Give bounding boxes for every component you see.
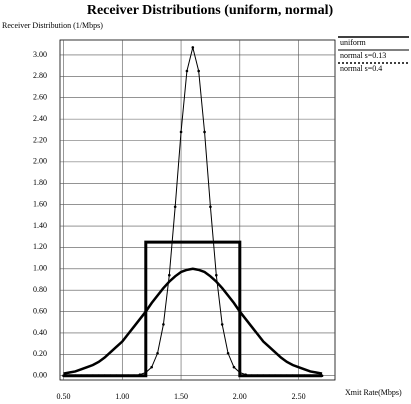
line-marker <box>132 374 136 378</box>
line-marker <box>244 373 247 376</box>
line-marker <box>250 374 253 378</box>
x-tick-label: 0.50 <box>57 392 71 401</box>
line-marker <box>309 374 312 378</box>
line-marker <box>215 273 218 277</box>
x-axis-label: Xmit Rate(Mbps) <box>345 388 402 397</box>
line-marker <box>97 374 101 378</box>
line-marker <box>79 374 83 378</box>
x-tick-label: 2.00 <box>233 392 247 401</box>
y-tick-label: 0.80 <box>33 285 47 294</box>
line-marker <box>156 351 159 355</box>
line-marker <box>220 323 224 326</box>
y-tick-label: 1.40 <box>33 221 47 230</box>
line-marker <box>185 69 189 73</box>
line-marker <box>179 130 183 134</box>
y-tick-label: 2.80 <box>33 71 47 80</box>
line-marker <box>167 273 171 277</box>
line-marker <box>162 323 165 326</box>
x-tick-label: 2.50 <box>292 392 306 401</box>
y-tick-label: 1.00 <box>33 264 47 273</box>
y-tick-label: 2.40 <box>33 114 47 123</box>
line-marker <box>285 374 289 378</box>
line-marker <box>150 365 153 369</box>
line-marker <box>209 205 212 209</box>
line-marker <box>297 374 300 378</box>
line-marker <box>85 374 89 378</box>
line-marker <box>73 374 77 378</box>
chart-title: Receiver Distributions (uniform, normal) <box>87 3 334 18</box>
line-series <box>63 267 323 375</box>
y-tick-label: 2.20 <box>33 135 47 144</box>
line-marker <box>62 374 65 378</box>
line-marker <box>103 374 106 378</box>
y-tick-label: 2.00 <box>33 157 47 166</box>
line-marker <box>291 374 294 378</box>
y-tick-label: 1.80 <box>33 178 47 187</box>
x-tick-label: 1.00 <box>115 392 129 401</box>
line-marker <box>197 69 200 73</box>
line-marker <box>126 374 130 378</box>
legend-label: normal s=0.4 <box>340 64 382 73</box>
line-marker <box>303 374 306 378</box>
line-marker <box>267 374 271 378</box>
y-tick-label: 0.60 <box>33 306 47 315</box>
line-marker <box>203 130 206 134</box>
line-marker <box>279 374 283 378</box>
line-marker <box>138 373 142 376</box>
plot-border <box>59 39 336 381</box>
line-marker <box>273 374 277 378</box>
line-marker <box>320 374 324 378</box>
y-tick-label: 2.60 <box>33 93 47 102</box>
line-marker <box>144 371 148 374</box>
line-marker <box>232 365 236 369</box>
y-tick-label: 0.20 <box>33 349 47 358</box>
line-marker <box>191 46 195 49</box>
legend-label: normal s=0.13 <box>340 51 386 60</box>
line-marker <box>238 371 242 374</box>
line-marker <box>120 374 124 378</box>
y-tick-label: 0.00 <box>33 371 47 380</box>
y-tick-label: 1.20 <box>33 242 47 251</box>
line-marker <box>91 374 95 378</box>
y-axis-label: Receiver Distribution (1/Mbps) <box>2 21 103 30</box>
line-marker <box>115 374 118 378</box>
line-series <box>63 47 323 377</box>
line-marker <box>109 374 112 378</box>
line-series <box>63 240 323 378</box>
line-marker <box>314 374 318 378</box>
legend-label: uniform <box>340 38 367 47</box>
line-marker <box>68 374 71 378</box>
line-marker <box>262 374 265 378</box>
y-tick-label: 0.40 <box>33 328 47 337</box>
line-marker <box>226 351 230 355</box>
line-marker <box>173 205 177 209</box>
y-tick-label: 1.60 <box>33 199 47 208</box>
x-tick-label: 1.50 <box>174 392 188 401</box>
line-marker <box>256 374 259 378</box>
y-tick-label: 3.00 <box>33 50 47 59</box>
